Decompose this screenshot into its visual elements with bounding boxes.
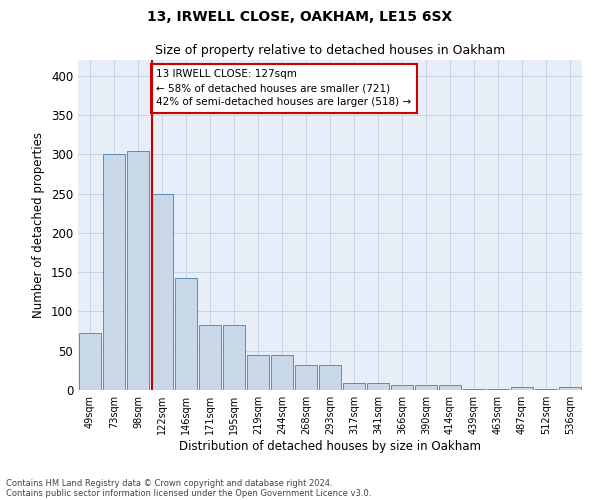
Text: Contains public sector information licensed under the Open Government Licence v3: Contains public sector information licen… [6,488,371,498]
Bar [559,387,581,390]
Bar [391,386,413,390]
Text: 13, IRWELL CLOSE, OAKHAM, LE15 6SX: 13, IRWELL CLOSE, OAKHAM, LE15 6SX [148,10,452,24]
Bar [367,383,389,390]
Bar [199,325,221,390]
Bar [127,151,149,390]
Bar [79,334,101,390]
Bar [151,194,173,390]
Bar [175,278,197,390]
Bar [247,354,269,390]
Bar [343,383,365,390]
Y-axis label: Number of detached properties: Number of detached properties [32,132,46,318]
Bar [295,365,317,390]
Bar [319,365,341,390]
Bar [223,325,245,390]
Text: Contains HM Land Registry data © Crown copyright and database right 2024.: Contains HM Land Registry data © Crown c… [6,478,332,488]
Bar [511,387,533,390]
Text: 13 IRWELL CLOSE: 127sqm
← 58% of detached houses are smaller (721)
42% of semi-d: 13 IRWELL CLOSE: 127sqm ← 58% of detache… [157,70,412,108]
Bar [463,389,485,390]
Title: Size of property relative to detached houses in Oakham: Size of property relative to detached ho… [155,44,505,58]
Bar [535,389,557,390]
X-axis label: Distribution of detached houses by size in Oakham: Distribution of detached houses by size … [179,440,481,453]
Bar [439,386,461,390]
Bar [487,389,509,390]
Bar [103,154,125,390]
Bar [271,356,293,390]
Bar [415,386,437,390]
